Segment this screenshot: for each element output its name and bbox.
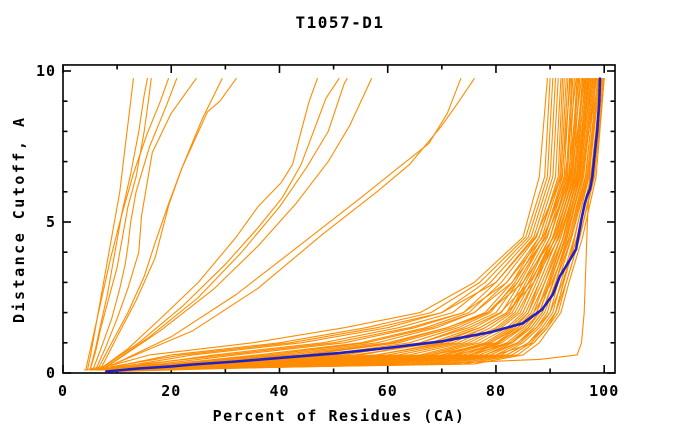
x-tick-label: 20 <box>161 382 181 400</box>
model-curve <box>121 78 573 371</box>
model-curve <box>111 78 565 371</box>
model-curve <box>105 78 601 371</box>
model-curve <box>100 78 237 370</box>
model-curve <box>97 78 223 370</box>
model-curve <box>116 78 580 371</box>
model-curve <box>105 78 577 371</box>
x-tick-label: 40 <box>269 382 289 400</box>
model-curve <box>86 78 134 371</box>
x-axis-label: Percent of Residues (CA) <box>212 407 466 425</box>
model-curve <box>111 78 587 371</box>
model-curve <box>85 78 170 371</box>
model-curve <box>92 78 178 371</box>
highlight-curve <box>105 77 602 373</box>
model-curve <box>111 78 462 366</box>
model-curve <box>116 78 597 371</box>
model-curve <box>94 78 197 371</box>
model-curve <box>89 78 148 370</box>
x-tick-label: 0 <box>58 382 68 400</box>
model-curve <box>103 78 340 368</box>
model-curve <box>121 78 591 371</box>
plot-frame <box>62 64 616 374</box>
model-curve <box>121 78 594 371</box>
model-curve <box>105 78 604 371</box>
model-curve <box>89 78 559 371</box>
model-curve <box>105 78 583 371</box>
model-curve <box>94 78 554 371</box>
model-curve <box>121 78 589 371</box>
model-curve <box>84 78 548 371</box>
model-curve <box>100 78 567 371</box>
plot-title: T1057-D1 <box>295 13 385 32</box>
model-curve <box>111 78 605 371</box>
model-curve <box>100 78 598 371</box>
model-curve <box>89 78 586 371</box>
model-curve <box>89 78 551 371</box>
x-tick-label: 100 <box>589 382 619 400</box>
model-curve <box>100 78 318 370</box>
model-curve <box>121 78 605 371</box>
x-tick-label: 60 <box>378 382 398 400</box>
model-curve <box>100 78 572 371</box>
y-tick-label: 0 <box>46 364 56 382</box>
model-curve <box>116 78 575 371</box>
y-tick-label: 10 <box>36 62 56 80</box>
model-curve <box>108 78 373 366</box>
model-curve <box>113 78 475 365</box>
model-curve <box>94 78 590 371</box>
y-tick-label: 5 <box>46 213 56 231</box>
x-tick-label: 80 <box>486 382 506 400</box>
model-curve <box>89 78 152 371</box>
model-curve <box>105 78 348 368</box>
